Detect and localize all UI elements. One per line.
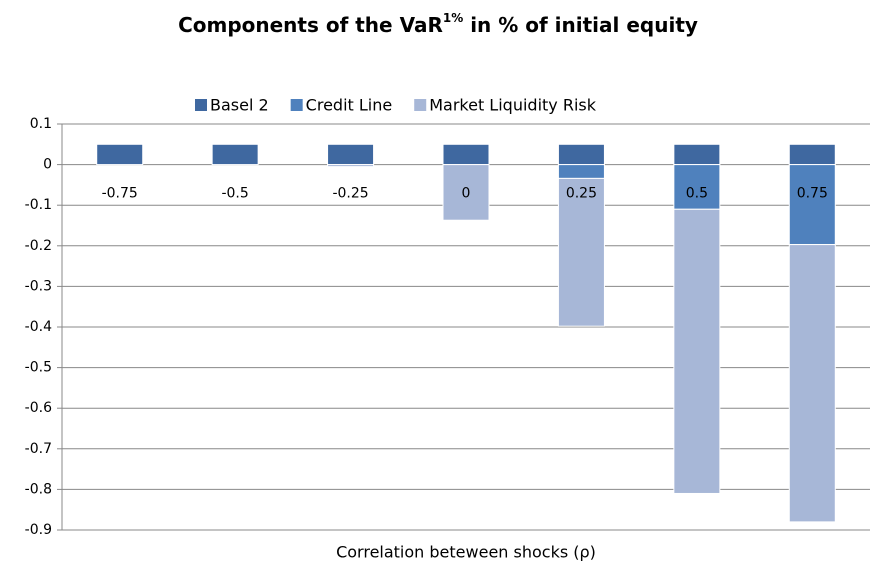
legend-label: Credit Line [306, 96, 393, 115]
y-tick-label: -0.5 [25, 360, 52, 376]
y-tick-label: -0.8 [25, 481, 52, 497]
bar [673, 164, 721, 210]
chart-title: Components of the VaR1% in % of initial … [178, 11, 698, 37]
bar [788, 143, 836, 166]
bar [557, 143, 605, 166]
x-tick-label: -0.25 [332, 186, 368, 202]
y-tick-label: -0.4 [25, 319, 52, 335]
bar [557, 164, 605, 179]
bar [327, 143, 375, 166]
x-tick-label: -0.75 [102, 186, 138, 202]
bar [673, 143, 721, 166]
y-tick-label: -0.1 [25, 197, 52, 213]
y-tick-label: -0.3 [25, 278, 52, 294]
y-tick-label: 0.1 [30, 116, 52, 132]
title-rest: in % of initial equity [463, 13, 698, 37]
bar [211, 143, 259, 166]
x-tick-label: 0.5 [686, 186, 708, 202]
title-sup: 1% [443, 11, 463, 25]
legend-label: Basel 2 [210, 96, 269, 115]
bar [327, 164, 375, 168]
legend-swatch [195, 99, 207, 111]
bar [442, 143, 490, 166]
x-tick-label: 0 [462, 186, 471, 202]
bar [788, 244, 836, 523]
bar [788, 164, 836, 246]
y-tick-label: -0.2 [25, 238, 52, 254]
y-tick-label: 0 [43, 157, 52, 173]
title-text: Components of the VaR [178, 13, 443, 37]
x-tick-label: 0.25 [566, 186, 597, 202]
legend-swatch [290, 99, 303, 111]
y-tick-label: -0.7 [25, 441, 52, 457]
legend-swatch [414, 99, 427, 111]
y-tick-label: -0.6 [25, 400, 52, 416]
legend-label: Market Liquidity Risk [429, 96, 597, 115]
bar [96, 143, 144, 166]
x-axis-label: Correlation beteween shocks (ρ) [336, 543, 596, 562]
y-tick-label: -0.9 [25, 522, 52, 538]
bar [673, 208, 721, 494]
x-tick-label: 0.75 [797, 186, 828, 202]
bar [442, 164, 490, 221]
x-tick-label: -0.5 [221, 186, 248, 202]
bar [557, 177, 605, 327]
